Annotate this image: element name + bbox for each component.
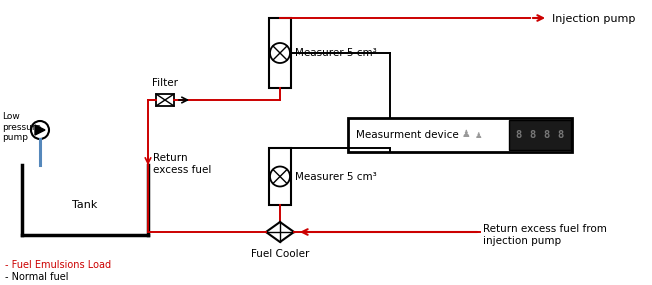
Polygon shape	[266, 222, 294, 242]
Text: ♟: ♟	[462, 129, 470, 139]
Text: ♟: ♟	[475, 131, 482, 141]
Text: - Normal fuel: - Normal fuel	[5, 272, 68, 282]
Bar	[348, 118, 572, 152]
Text: Measurment device: Measurment device	[356, 130, 459, 140]
Text: Measurer 5 cm³: Measurer 5 cm³	[295, 48, 377, 58]
Text: Injection pump: Injection pump	[552, 14, 636, 24]
Bar	[269, 148, 291, 205]
Text: - Fuel Emulsions Load: - Fuel Emulsions Load	[5, 260, 111, 270]
Text: Fuel Cooler: Fuel Cooler	[251, 249, 309, 259]
Text: Filter: Filter	[152, 78, 178, 88]
Bar	[509, 120, 571, 150]
Text: 8: 8	[543, 130, 549, 140]
Text: 8: 8	[557, 130, 563, 140]
Text: Low
pressure
pump: Low pressure pump	[2, 112, 41, 142]
Text: 8: 8	[515, 130, 521, 140]
Polygon shape	[35, 125, 45, 135]
Text: Return excess fuel from
injection pump: Return excess fuel from injection pump	[483, 224, 607, 246]
Text: Return
excess fuel: Return excess fuel	[153, 153, 211, 175]
Bar	[269, 18, 291, 88]
Text: 8: 8	[529, 130, 535, 140]
Text: Tank: Tank	[72, 200, 98, 210]
Text: Measurer 5 cm³: Measurer 5 cm³	[295, 172, 377, 182]
Circle shape	[31, 121, 49, 139]
Bar	[156, 94, 174, 106]
